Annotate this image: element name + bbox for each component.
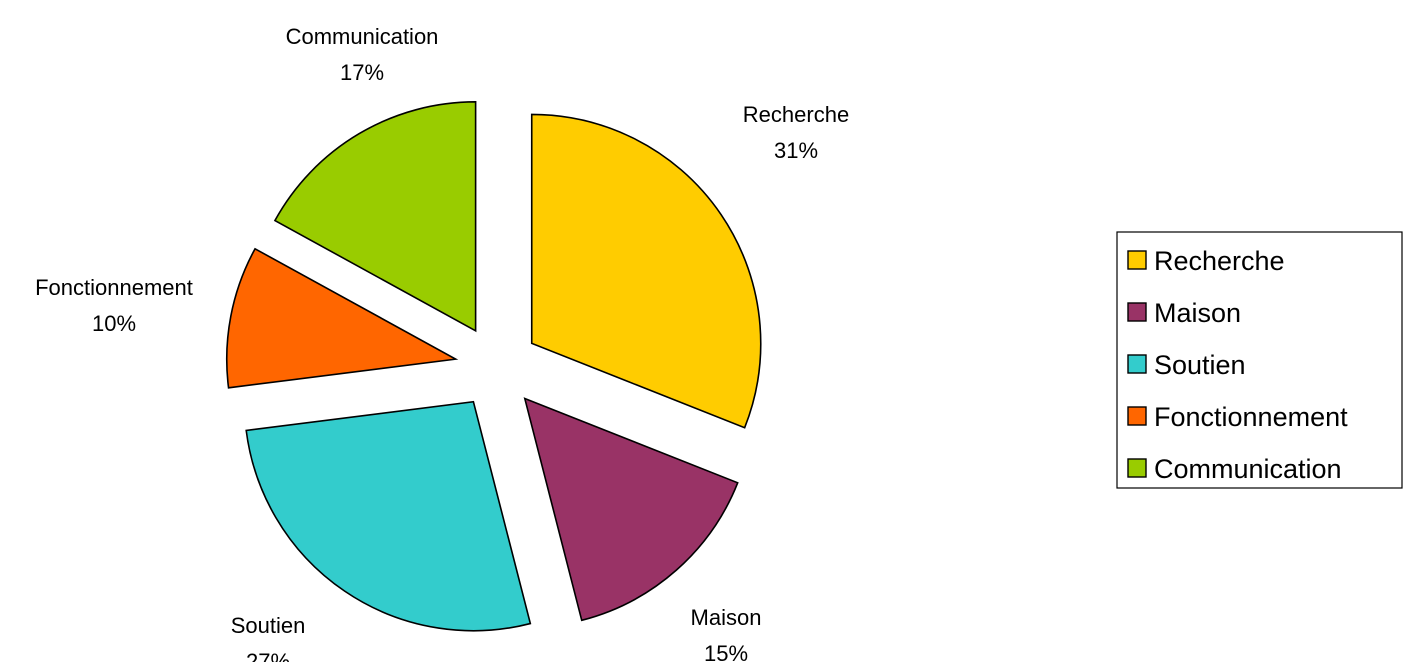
slice-label-percent: 10% <box>92 311 136 336</box>
legend-swatch-communication <box>1127 458 1147 478</box>
legend-label-fonctionnement: Fonctionnement <box>1154 402 1348 432</box>
pie-slice-communication <box>273 101 477 333</box>
slice-label-recherche: Recherche 31% <box>743 102 849 163</box>
slice-label-name: Soutien <box>231 613 306 638</box>
pie-slices <box>225 101 762 632</box>
slice-label-name: Communication <box>286 24 439 49</box>
legend-swatch-recherche <box>1127 250 1147 270</box>
legend-label-soutien: Soutien <box>1154 350 1246 380</box>
pie-slice-maison <box>523 397 739 622</box>
legend-swatch-fonctionnement <box>1127 406 1147 426</box>
pie-slice-fonctionnement <box>225 247 459 389</box>
slice-label-name: Maison <box>691 605 762 630</box>
legend-label-maison: Maison <box>1154 298 1241 328</box>
slice-label-name: Recherche <box>743 102 849 127</box>
slice-label-percent: 27% <box>246 649 290 662</box>
slice-label-percent: 17% <box>340 60 384 85</box>
slice-label-percent: 15% <box>704 641 748 662</box>
legend-swatch-soutien <box>1127 354 1147 374</box>
legend-box <box>1116 231 1403 489</box>
slice-label-name: Fonctionnement <box>35 275 193 300</box>
pie-slice-soutien <box>245 400 532 632</box>
legend: Recherche Maison Soutien Fonctionnement Comm… <box>1116 231 1403 489</box>
slice-labels: Recherche 31% Maison 15% Soutien 27% Fonctionn… <box>35 24 849 662</box>
legend-label-recherche: Recherche <box>1154 246 1285 276</box>
slice-label-fonctionnement: Fonctionnement 10% <box>35 275 193 336</box>
slice-label-communication: Communication 17% <box>286 24 439 85</box>
slice-label-percent: 31% <box>774 138 818 163</box>
pie-slice-recherche <box>530 113 762 429</box>
slice-label-soutien: Soutien 27% <box>231 613 306 662</box>
slice-label-maison: Maison 15% <box>691 605 762 662</box>
legend-swatch-maison <box>1127 302 1147 322</box>
legend-label-communication: Communication <box>1154 454 1342 484</box>
